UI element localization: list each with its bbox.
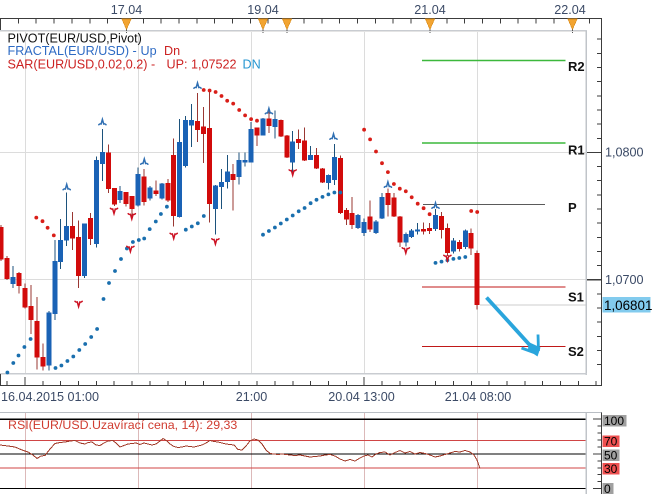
svg-text:DN: DN — [243, 57, 261, 71]
svg-text:0: 0 — [604, 482, 611, 494]
svg-text:R1: R1 — [568, 143, 585, 158]
svg-text:20.04 13:00: 20.04 13:00 — [328, 390, 395, 404]
svg-text:50: 50 — [604, 448, 618, 462]
svg-text:1,0800: 1,0800 — [605, 146, 644, 160]
svg-text:1,06801: 1,06801 — [604, 298, 652, 313]
svg-text:1,0700: 1,0700 — [605, 273, 644, 287]
svg-text:SAR(EUR/USD,0.02,0.2) -: SAR(EUR/USD,0.02,0.2) - — [8, 57, 156, 71]
svg-text:FRACTAL(EUR/USD) -: FRACTAL(EUR/USD) - — [8, 44, 137, 58]
svg-text:UP: 1,07522: UP: 1,07522 — [167, 57, 237, 71]
svg-text:21.04 08:00: 21.04 08:00 — [445, 390, 512, 404]
svg-text:PIVOT(EUR/USD,Pivot): PIVOT(EUR/USD,Pivot) — [8, 32, 142, 46]
svg-text:17.04: 17.04 — [111, 3, 143, 17]
svg-text:16.04.2015 01:00: 16.04.2015 01:00 — [1, 390, 99, 404]
svg-text:Dn: Dn — [164, 44, 180, 58]
svg-text:21.04: 21.04 — [414, 3, 446, 17]
svg-text:S1: S1 — [568, 290, 584, 305]
svg-text:21:00: 21:00 — [236, 390, 268, 404]
svg-text:R2: R2 — [568, 59, 585, 74]
svg-text:S2: S2 — [568, 344, 584, 359]
svg-text:30: 30 — [604, 462, 618, 476]
svg-text:Up: Up — [141, 44, 157, 58]
svg-text:19.04: 19.04 — [247, 3, 279, 17]
svg-text:70: 70 — [604, 435, 618, 449]
svg-text:RSI(EUR/USD.Uzavírací cena, 14: RSI(EUR/USD.Uzavírací cena, 14): 29,33 — [8, 418, 237, 432]
svg-text:P: P — [568, 200, 577, 215]
svg-text:100: 100 — [604, 414, 624, 428]
svg-text:22.04: 22.04 — [554, 3, 586, 17]
